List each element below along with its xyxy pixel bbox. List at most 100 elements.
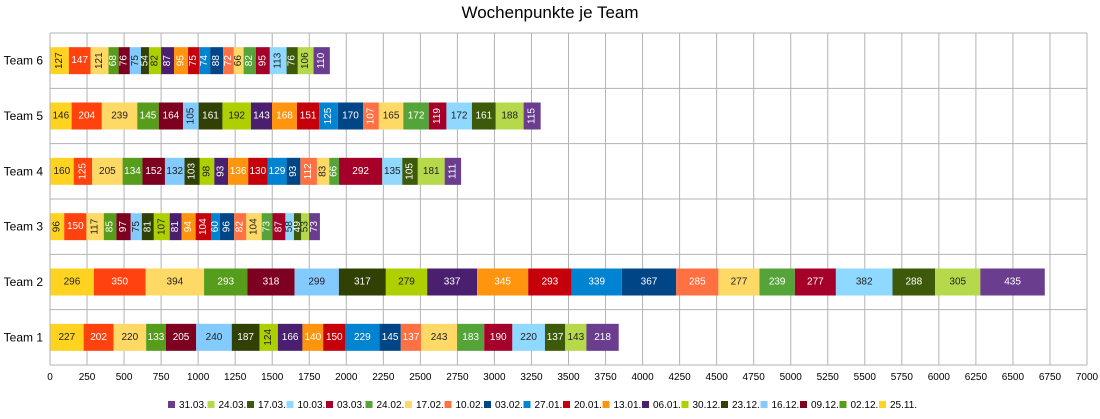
bar-segment [198,102,223,130]
bar-segment [277,323,303,351]
bar-value-label: 239 [769,277,786,288]
bar-segment [286,157,301,185]
bar-value-label: 136 [230,166,247,177]
bar-segment [233,47,244,75]
bar-segment [219,213,235,241]
bar-segment [316,157,330,185]
legend-label: 02.12. [851,400,879,411]
bar-segment [523,102,541,130]
bar-value-label: 132 [166,166,183,177]
bar-segment [571,268,622,296]
bar-segment [400,323,422,351]
legend-swatch [721,401,728,408]
legend-label: 13.01. [614,400,642,411]
bar-segment [184,157,200,185]
bar-segment [267,157,287,185]
bar-segment [417,157,445,185]
legend-label: 24.03. [219,400,247,411]
bar-value-label: 87 [162,55,173,67]
x-tick-label: 6500 [1002,372,1025,383]
bar-segment [92,157,123,185]
bar-value-label: 292 [352,166,369,177]
category-label: Team 1 [4,330,44,344]
legend-label: 03.02. [495,400,523,411]
bar-segment [211,213,220,241]
bar-segment [892,268,936,296]
legend-swatch [405,401,412,408]
bar-segment [165,323,197,351]
bar-value-label: 133 [148,332,165,343]
bar-value-label: 220 [122,332,139,343]
bar-segment [337,102,364,130]
bar-value-label: 147 [71,55,88,66]
bar-segment [484,323,513,351]
x-tick-label: 1750 [298,372,321,383]
bar-segment [718,268,760,296]
bar-value-label: 68 [108,55,119,67]
bar-segment [345,323,380,351]
bar-value-label: 168 [276,111,293,122]
bar-segment [457,323,485,351]
bar-value-label: 49 [292,221,303,233]
bar-segment [495,102,524,130]
bar-value-label: 96 [222,221,233,233]
bar-segment [199,47,211,75]
bar-value-label: 145 [140,111,157,122]
bar-value-label: 382 [856,277,873,288]
bar-value-label: 103 [187,163,198,180]
bar-segment [980,268,1045,296]
bar-segment [73,157,93,185]
bar-segment [402,157,418,185]
bar-segment [286,47,298,75]
bar-segment [108,47,119,75]
legend-swatch [484,401,491,408]
bar-value-label: 299 [308,277,325,288]
bar-segment [248,157,268,185]
bar-value-label: 161 [475,111,492,122]
bar-segment [302,323,324,351]
bar-segment [204,268,248,296]
bar-value-label: 111 [447,163,458,179]
x-tick-label: 6750 [1039,372,1062,383]
legend-label: 25.11. [890,400,917,411]
bar-segment [421,323,458,351]
bar-value-label: 60 [210,221,221,233]
bar-value-label: 76 [287,55,298,67]
bar-value-label: 151 [300,111,317,122]
bar-segment [272,102,297,130]
legend-swatch [207,401,215,408]
bar-segment [935,268,981,296]
legend-label: 03.03. [337,400,365,411]
bar-segment [68,47,91,75]
x-tick-label: 0 [47,372,53,383]
bar-segment [300,157,317,185]
bar-segment [428,102,447,130]
bar-segment [140,47,149,75]
bar-value-label: 93 [216,165,227,177]
bar-segment [103,213,117,241]
x-tick-label: 1500 [261,372,284,383]
legend-swatch [602,401,610,408]
bar-value-label: 137 [547,332,564,343]
bar-value-label: 205 [99,166,116,177]
x-tick-label: 4750 [743,372,766,383]
grid-lines [49,32,1088,366]
x-tick-label: 5000 [780,372,803,383]
bar-value-label: 110 [316,52,327,68]
legend-swatch [760,401,768,408]
bar-segment [294,268,339,296]
x-tick-label: 5500 [854,372,877,383]
bar-segment [142,157,165,185]
bar-value-label: 187 [237,332,254,343]
bar-segment [50,157,74,185]
x-tick-label: 3250 [520,372,543,383]
bar-value-label: 220 [520,332,537,343]
bar-value-label: 93 [288,165,299,177]
bar-value-label: 105 [185,107,196,124]
bar-segment [181,213,196,241]
legend-label: 06.01. [653,400,681,411]
bar-value-label: 165 [383,111,400,122]
bar-segment [319,102,338,130]
bar-segment [214,157,229,185]
bar-segment [378,102,404,130]
